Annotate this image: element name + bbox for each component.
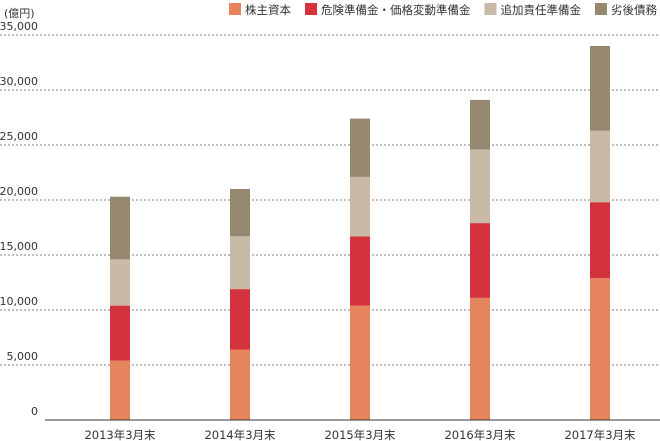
gridlines — [0, 34, 660, 366]
y-axis-unit-label: (億円) — [4, 7, 35, 20]
bar-segment — [230, 236, 250, 290]
legend-swatch — [229, 3, 241, 15]
legend-label: 追加責任準備金 — [501, 3, 582, 17]
bar-segment — [590, 278, 610, 420]
bar-segment — [590, 130, 610, 203]
y-tick-label: 10,000 — [0, 295, 38, 308]
legend-swatch — [305, 3, 317, 15]
bar-segment — [470, 297, 490, 420]
bar-segment — [470, 223, 490, 298]
y-tick-label: 25,000 — [0, 130, 38, 143]
bar-segment — [350, 305, 370, 420]
bar-segment — [110, 360, 130, 420]
bar-segment — [590, 46, 610, 131]
y-tick-label: 35,000 — [0, 20, 38, 33]
bar-segment — [350, 236, 370, 306]
bar-segment — [350, 118, 370, 177]
bar-segment — [230, 189, 250, 237]
bar-segment — [230, 289, 250, 350]
legend-label: 劣後債務 — [611, 3, 657, 17]
x-tick-label: 2016年3月末 — [444, 428, 516, 441]
bars — [110, 46, 610, 420]
bar-segment — [110, 259, 130, 306]
x-tick-label: 2017年3月末 — [564, 428, 636, 441]
y-tick-label: 30,000 — [0, 75, 38, 88]
legend: 株主資本 危険準備金・価格変動準備金 追加責任準備金 劣後債務 — [229, 3, 657, 17]
y-axis-ticks: 0 5,000 10,000 15,000 20,000 25,000 30,000 35,0… — [0, 20, 38, 418]
bar-segment — [470, 149, 490, 224]
bar-segment — [110, 305, 130, 361]
x-axis-ticks: 2013年3月末 2014年3月末 2015年3月末 2016年3月末 2017年3月末 — [84, 428, 636, 441]
bar-segment — [350, 176, 370, 237]
bar-segment — [590, 202, 610, 279]
y-tick-label: 0 — [31, 405, 38, 418]
x-tick-label: 2014年3月末 — [204, 428, 276, 441]
bar-segment — [230, 349, 250, 420]
legend-swatch — [595, 3, 607, 15]
y-tick-label: 5,000 — [7, 350, 39, 363]
x-tick-label: 2013年3月末 — [84, 428, 156, 441]
legend-swatch — [484, 3, 497, 15]
x-tick-label: 2015年3月末 — [324, 428, 396, 441]
bar-segment — [110, 196, 130, 260]
bar-segment — [470, 99, 490, 150]
legend-label: 危険準備金・価格変動準備金 — [321, 3, 471, 17]
y-tick-label: 20,000 — [0, 185, 38, 198]
legend-label: 株主資本 — [245, 3, 291, 17]
y-tick-label: 15,000 — [0, 240, 38, 253]
